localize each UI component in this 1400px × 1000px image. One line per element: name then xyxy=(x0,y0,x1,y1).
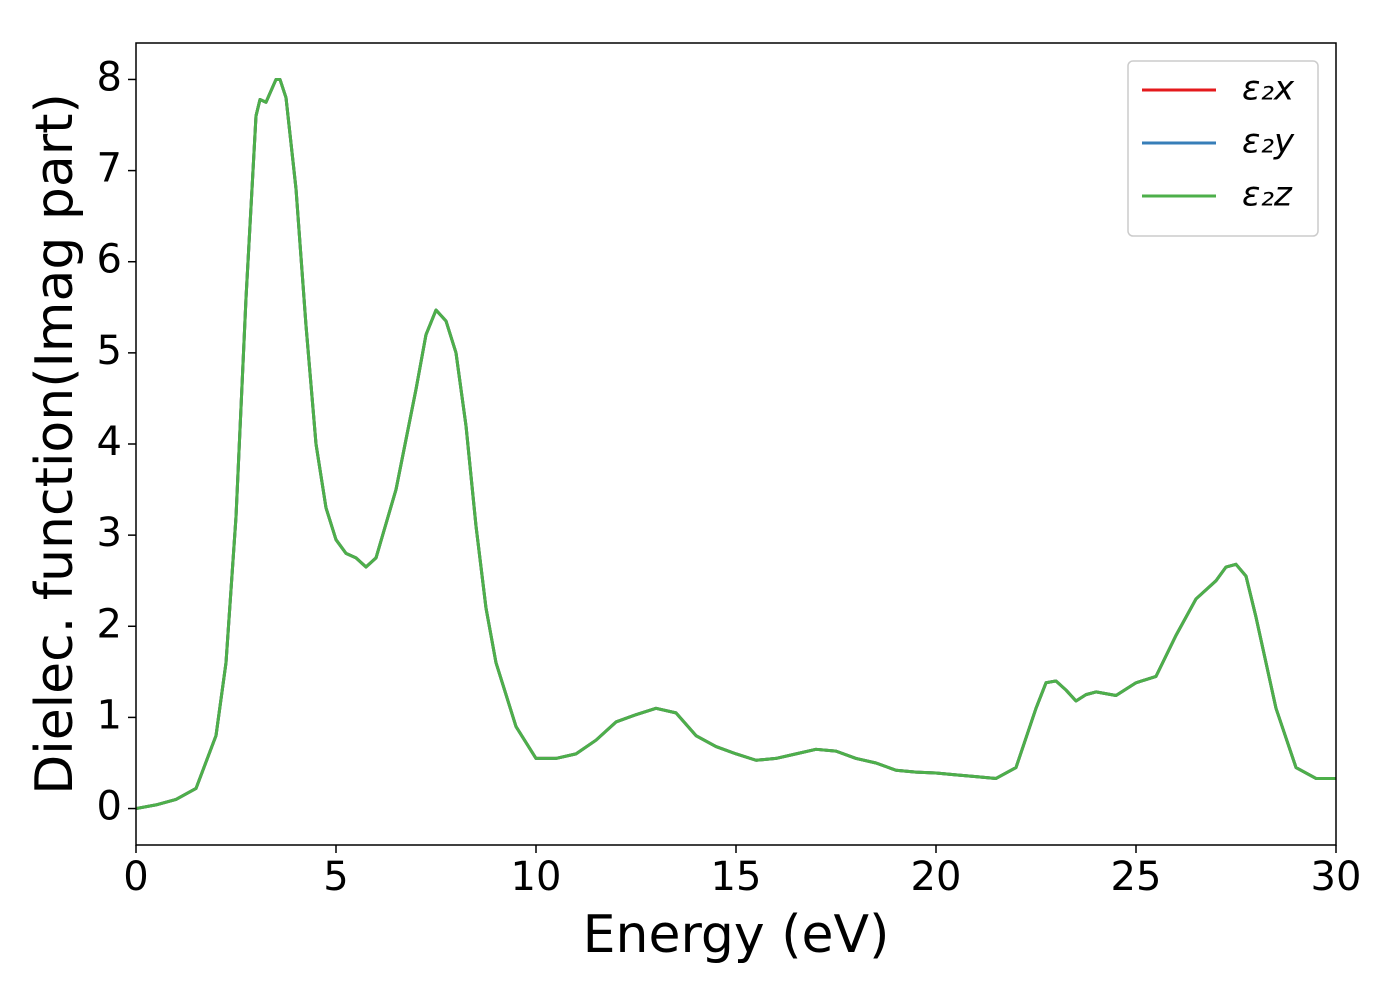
y-tick-label: 7 xyxy=(97,146,122,192)
x-tick-label: 10 xyxy=(511,854,562,900)
x-tick-label: 15 xyxy=(711,854,762,900)
x-tick-label: 5 xyxy=(323,854,348,900)
y-axis-label: Dielec. function(Imag part) xyxy=(25,93,85,795)
legend-box xyxy=(1127,60,1319,237)
y-tick-label: 8 xyxy=(97,54,122,100)
y-tick-label: 0 xyxy=(97,784,122,830)
legend-label: ε₂y xyxy=(1242,122,1295,162)
y-tick-label: 4 xyxy=(97,419,122,465)
legend-label: ε₂z xyxy=(1242,175,1293,215)
y-tick-label: 2 xyxy=(97,601,122,647)
plot-frame xyxy=(135,42,1337,846)
series-line xyxy=(135,77,1336,811)
x-axis-label: Energy (eV) xyxy=(583,905,890,965)
x-tick-label: 20 xyxy=(911,854,962,900)
y-tick-label: 5 xyxy=(97,328,122,374)
y-tick-label: 3 xyxy=(97,510,122,556)
x-tick-label: 0 xyxy=(123,854,148,900)
legend-label: ε₂x xyxy=(1242,69,1295,109)
y-tick-label: 1 xyxy=(97,692,122,738)
x-tick-label: 30 xyxy=(1311,854,1362,900)
x-tick-label: 25 xyxy=(1111,854,1162,900)
y-tick-label: 6 xyxy=(97,237,122,283)
